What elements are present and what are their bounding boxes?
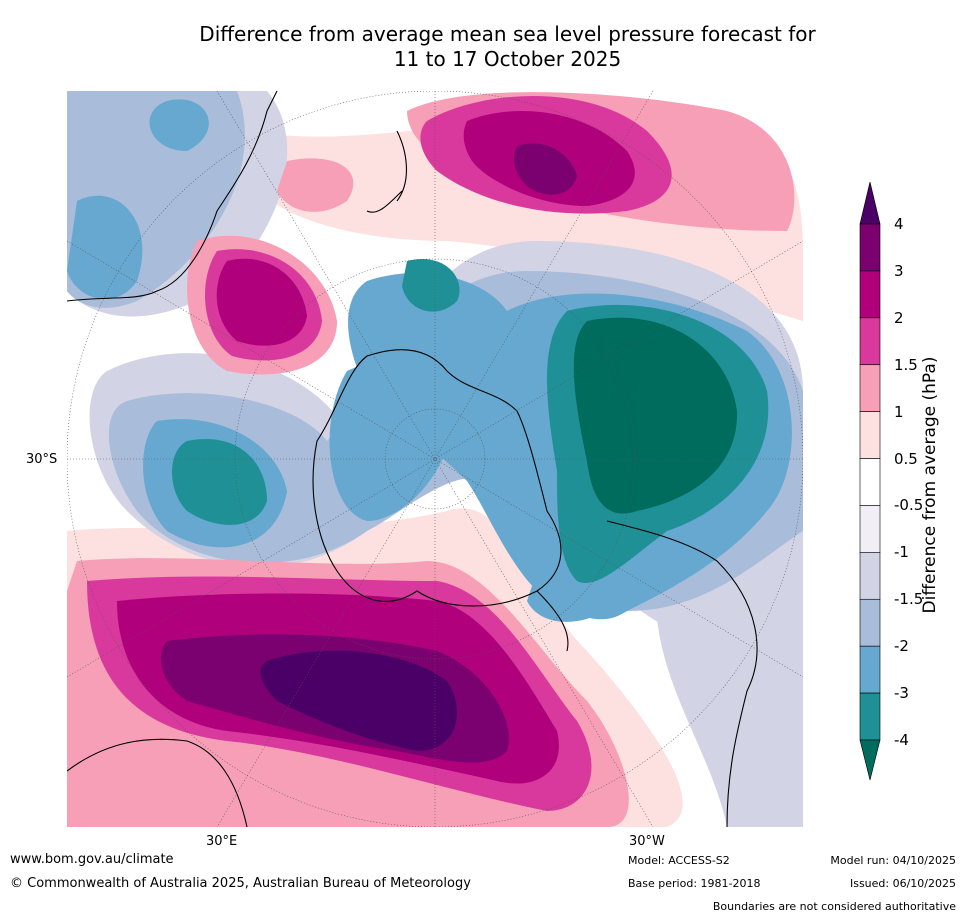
anomaly-region-2-3 xyxy=(216,258,307,346)
colorbar-tick-label: 1.5 xyxy=(894,355,918,374)
graticule xyxy=(67,91,803,827)
colorbar-segment xyxy=(859,317,881,366)
colorbar-tick-label: 4 xyxy=(894,215,904,233)
colorbar-segment xyxy=(859,505,881,553)
colorbar-tick-label: -1 xyxy=(894,543,909,562)
footer-website[interactable]: www.bom.gov.au/climate xyxy=(10,852,174,867)
colorbar-tick-label: -2 xyxy=(894,637,909,656)
anomaly-region-neg-2 xyxy=(67,195,143,300)
lon-label-30e: 30°E xyxy=(206,834,238,849)
title-line-1: Difference from average mean sea level p… xyxy=(199,22,816,46)
colorbar-lower-arrow xyxy=(859,739,881,781)
antarctic-peninsula-coastline xyxy=(536,590,569,652)
antarctica-coastline xyxy=(312,349,562,607)
anomaly-region-neg-3 xyxy=(402,259,460,312)
colorbar-segment xyxy=(859,458,881,506)
colorbar-segment xyxy=(859,364,881,412)
colorbar-segment xyxy=(859,645,881,694)
anomaly-region-neg-1 xyxy=(655,531,803,827)
pressure-anomaly-map xyxy=(67,91,803,827)
africa-coastline xyxy=(67,738,248,827)
footer-base-period: Base period: 1981-2018 xyxy=(628,877,761,890)
footer-disclaimer: Boundaries are not considered authoritat… xyxy=(712,900,956,913)
colorbar-segment xyxy=(859,411,881,459)
colorbar-segments xyxy=(859,223,881,741)
colorbar-segment xyxy=(859,223,881,272)
colorbar-tick-label: -4 xyxy=(894,731,909,749)
footer-issued: Issued: 06/10/2025 xyxy=(849,877,956,890)
colorbar-segment xyxy=(859,598,881,647)
colorbar-tick-label: 3 xyxy=(894,261,904,280)
colorbar-tick-label: 1 xyxy=(894,402,904,421)
footer-model-run: Model run: 04/10/2025 xyxy=(830,854,956,867)
lat-label-30s: 30°S xyxy=(26,452,58,467)
colorbar: 4 3 2 1.5 1 0.5 -0.5 -1 -1.5 -2 -3 -4 xyxy=(850,180,960,790)
coastlines xyxy=(67,91,758,827)
colorbar-upper-arrow xyxy=(859,181,881,225)
anomaly-region-neg-3 xyxy=(172,439,267,525)
footer-copyright: © Commonwealth of Australia 2025, Austra… xyxy=(10,876,471,891)
colorbar-title: Difference from average (hPa) xyxy=(920,356,940,614)
anomaly-region-neg-2 xyxy=(329,363,449,521)
new-zealand-coastline xyxy=(366,130,408,213)
chart-title: Difference from average mean sea level p… xyxy=(90,22,925,72)
anomaly-region-neg-4 xyxy=(573,317,738,514)
anomaly-region-above-4 xyxy=(260,650,457,751)
colorbar-segment xyxy=(859,552,881,600)
anomaly-region-neg-2 xyxy=(149,99,209,151)
colorbar-tick-label: -1.5 xyxy=(894,590,924,609)
australia-coastline xyxy=(67,91,278,302)
lon-label-30w: 30°W xyxy=(629,834,665,849)
colorbar-tick-label: -0.5 xyxy=(894,496,924,515)
colorbar-tick-label: 0.5 xyxy=(894,449,918,468)
colorbar-segment xyxy=(859,270,881,319)
colorbar-tick-label: -3 xyxy=(894,684,909,703)
title-line-2: 11 to 17 October 2025 xyxy=(393,47,622,71)
colorbar-segment xyxy=(859,692,881,741)
south-america-coastline xyxy=(606,520,758,827)
anomaly-region-3-4 xyxy=(514,143,577,195)
colorbar-tick-label: 2 xyxy=(894,308,904,327)
anomaly-region-1-1.5 xyxy=(277,158,354,212)
footer-model: Model: ACCESS-S2 xyxy=(628,854,730,867)
